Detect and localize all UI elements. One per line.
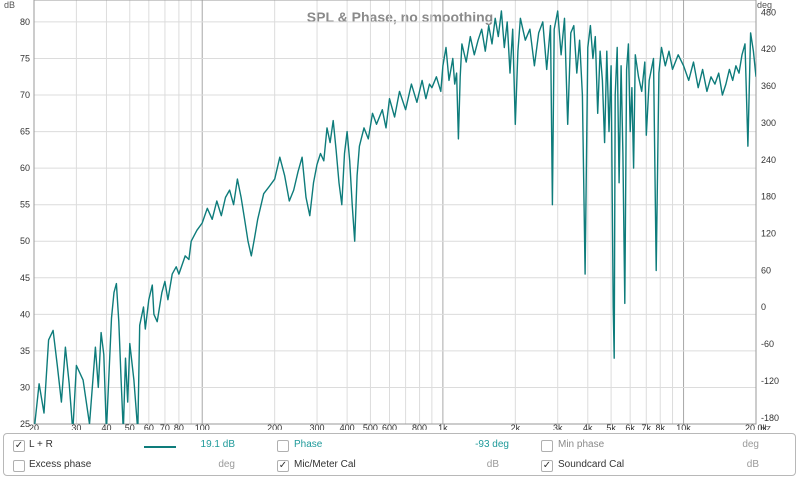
x-tick-label: 600 (382, 423, 397, 430)
y2-tick-label: 120 (761, 229, 776, 239)
grid (34, 0, 756, 425)
y-tick-label: 30 (20, 382, 30, 392)
y2-tick-label: -120 (761, 376, 779, 386)
series-layer (34, 10, 756, 424)
y2-tick-label: 60 (761, 265, 771, 275)
y2-tick-label: 180 (761, 192, 776, 202)
y2-tick-label: 420 (761, 44, 776, 54)
legend-row-2: Excess phase deg ✓ Mic/Meter Cal dB ✓ So… (4, 456, 795, 476)
y2-tick-label: -180 (761, 413, 779, 423)
x-tick-label: 20.0k (745, 423, 768, 430)
x-tick-label: 500 (363, 423, 378, 430)
x-tick-label: 10k (676, 423, 691, 430)
mic-cal-checkbox[interactable]: ✓ (277, 460, 289, 472)
x-tick-label: 4k (583, 423, 593, 430)
lr-checkbox[interactable]: ✓ (13, 440, 25, 452)
x-tick-label: 70 (160, 423, 170, 430)
excess-phase-checkbox[interactable] (13, 460, 25, 472)
y-tick-label: 45 (20, 273, 30, 283)
right-axis-unit: deg (757, 0, 772, 10)
left-axis-unit: dB (4, 0, 15, 10)
x-tick-label: 1k (438, 423, 448, 430)
tick-labels: 20 30 40 50 60 70 80 100 200 300 400 500 600 800 1k 2k 3… (20, 7, 779, 430)
y-tick-label: 80 (20, 17, 30, 27)
phase-checkbox[interactable] (277, 440, 289, 452)
x-tick-label: 40 (101, 423, 111, 430)
soundcard-cal-label: Soundcard Cal (558, 459, 625, 470)
chart-title: SPL & Phase, no smoothing (307, 9, 493, 25)
y2-tick-label: 300 (761, 118, 776, 128)
mic-cal-label: Mic/Meter Cal (294, 459, 356, 470)
plot-frame (33, 0, 757, 425)
x-tick-label: 8k (655, 423, 665, 430)
x-tick-label: 60 (144, 423, 154, 430)
spl-chart[interactable]: SPL & Phase, no smoothing dB deg Hz 20 30… (0, 0, 800, 430)
lr-swatch (144, 446, 176, 448)
x-tick-label: 2k (511, 423, 521, 430)
y-tick-label: 60 (20, 163, 30, 173)
y-tick-label: 35 (20, 346, 30, 356)
legend-panel: ✓ L + R 19.1 dB Phase -93 deg Min phase … (3, 433, 796, 476)
y-tick-label: 75 (20, 53, 30, 63)
excess-phase-value: deg (218, 459, 235, 470)
min-phase-label: Min phase (558, 439, 605, 450)
x-tick-label: 3k (553, 423, 563, 430)
y-tick-label: 40 (20, 309, 30, 319)
x-tick-label: 50 (125, 423, 135, 430)
series-line-lr (34, 10, 756, 424)
x-tick-label: 400 (340, 423, 355, 430)
x-tick-label: 800 (412, 423, 427, 430)
x-tick-label: 300 (310, 423, 325, 430)
soundcard-cal-value: dB (746, 459, 759, 470)
x-tick-label: 20 (29, 423, 39, 430)
lr-label: L + R (29, 439, 53, 450)
min-phase-checkbox[interactable] (541, 440, 553, 452)
soundcard-cal-checkbox[interactable]: ✓ (541, 460, 553, 472)
x-tick-label: 5k (606, 423, 616, 430)
legend-row-1: ✓ L + R 19.1 dB Phase -93 deg Min phase … (4, 436, 795, 456)
y2-tick-label: -60 (761, 339, 774, 349)
y2-tick-label: 360 (761, 81, 776, 91)
y-tick-label: 70 (20, 90, 30, 100)
y2-tick-label: 240 (761, 155, 776, 165)
x-axis-unit: Hz (760, 423, 771, 430)
phase-label: Phase (294, 439, 323, 450)
y2-tick-label: 480 (761, 7, 776, 17)
x-tick-label: 100 (195, 423, 210, 430)
mic-cal-value: dB (486, 459, 499, 470)
min-phase-value: deg (742, 439, 759, 450)
y-tick-label: 50 (20, 236, 30, 246)
x-tick-label: 200 (267, 423, 282, 430)
y2-tick-label: 0 (761, 302, 766, 312)
y-tick-label: 25 (20, 419, 30, 429)
excess-phase-label: Excess phase (29, 459, 92, 470)
y-tick-label: 55 (20, 200, 30, 210)
x-tick-label: 30 (71, 423, 81, 430)
y-tick-label: 65 (20, 127, 30, 137)
lr-value: 19.1 dB (200, 439, 235, 450)
x-tick-label: 6k (625, 423, 635, 430)
x-tick-label: 7k (642, 423, 652, 430)
phase-value: -93 deg (475, 439, 509, 450)
x-tick-label: 80 (174, 423, 184, 430)
